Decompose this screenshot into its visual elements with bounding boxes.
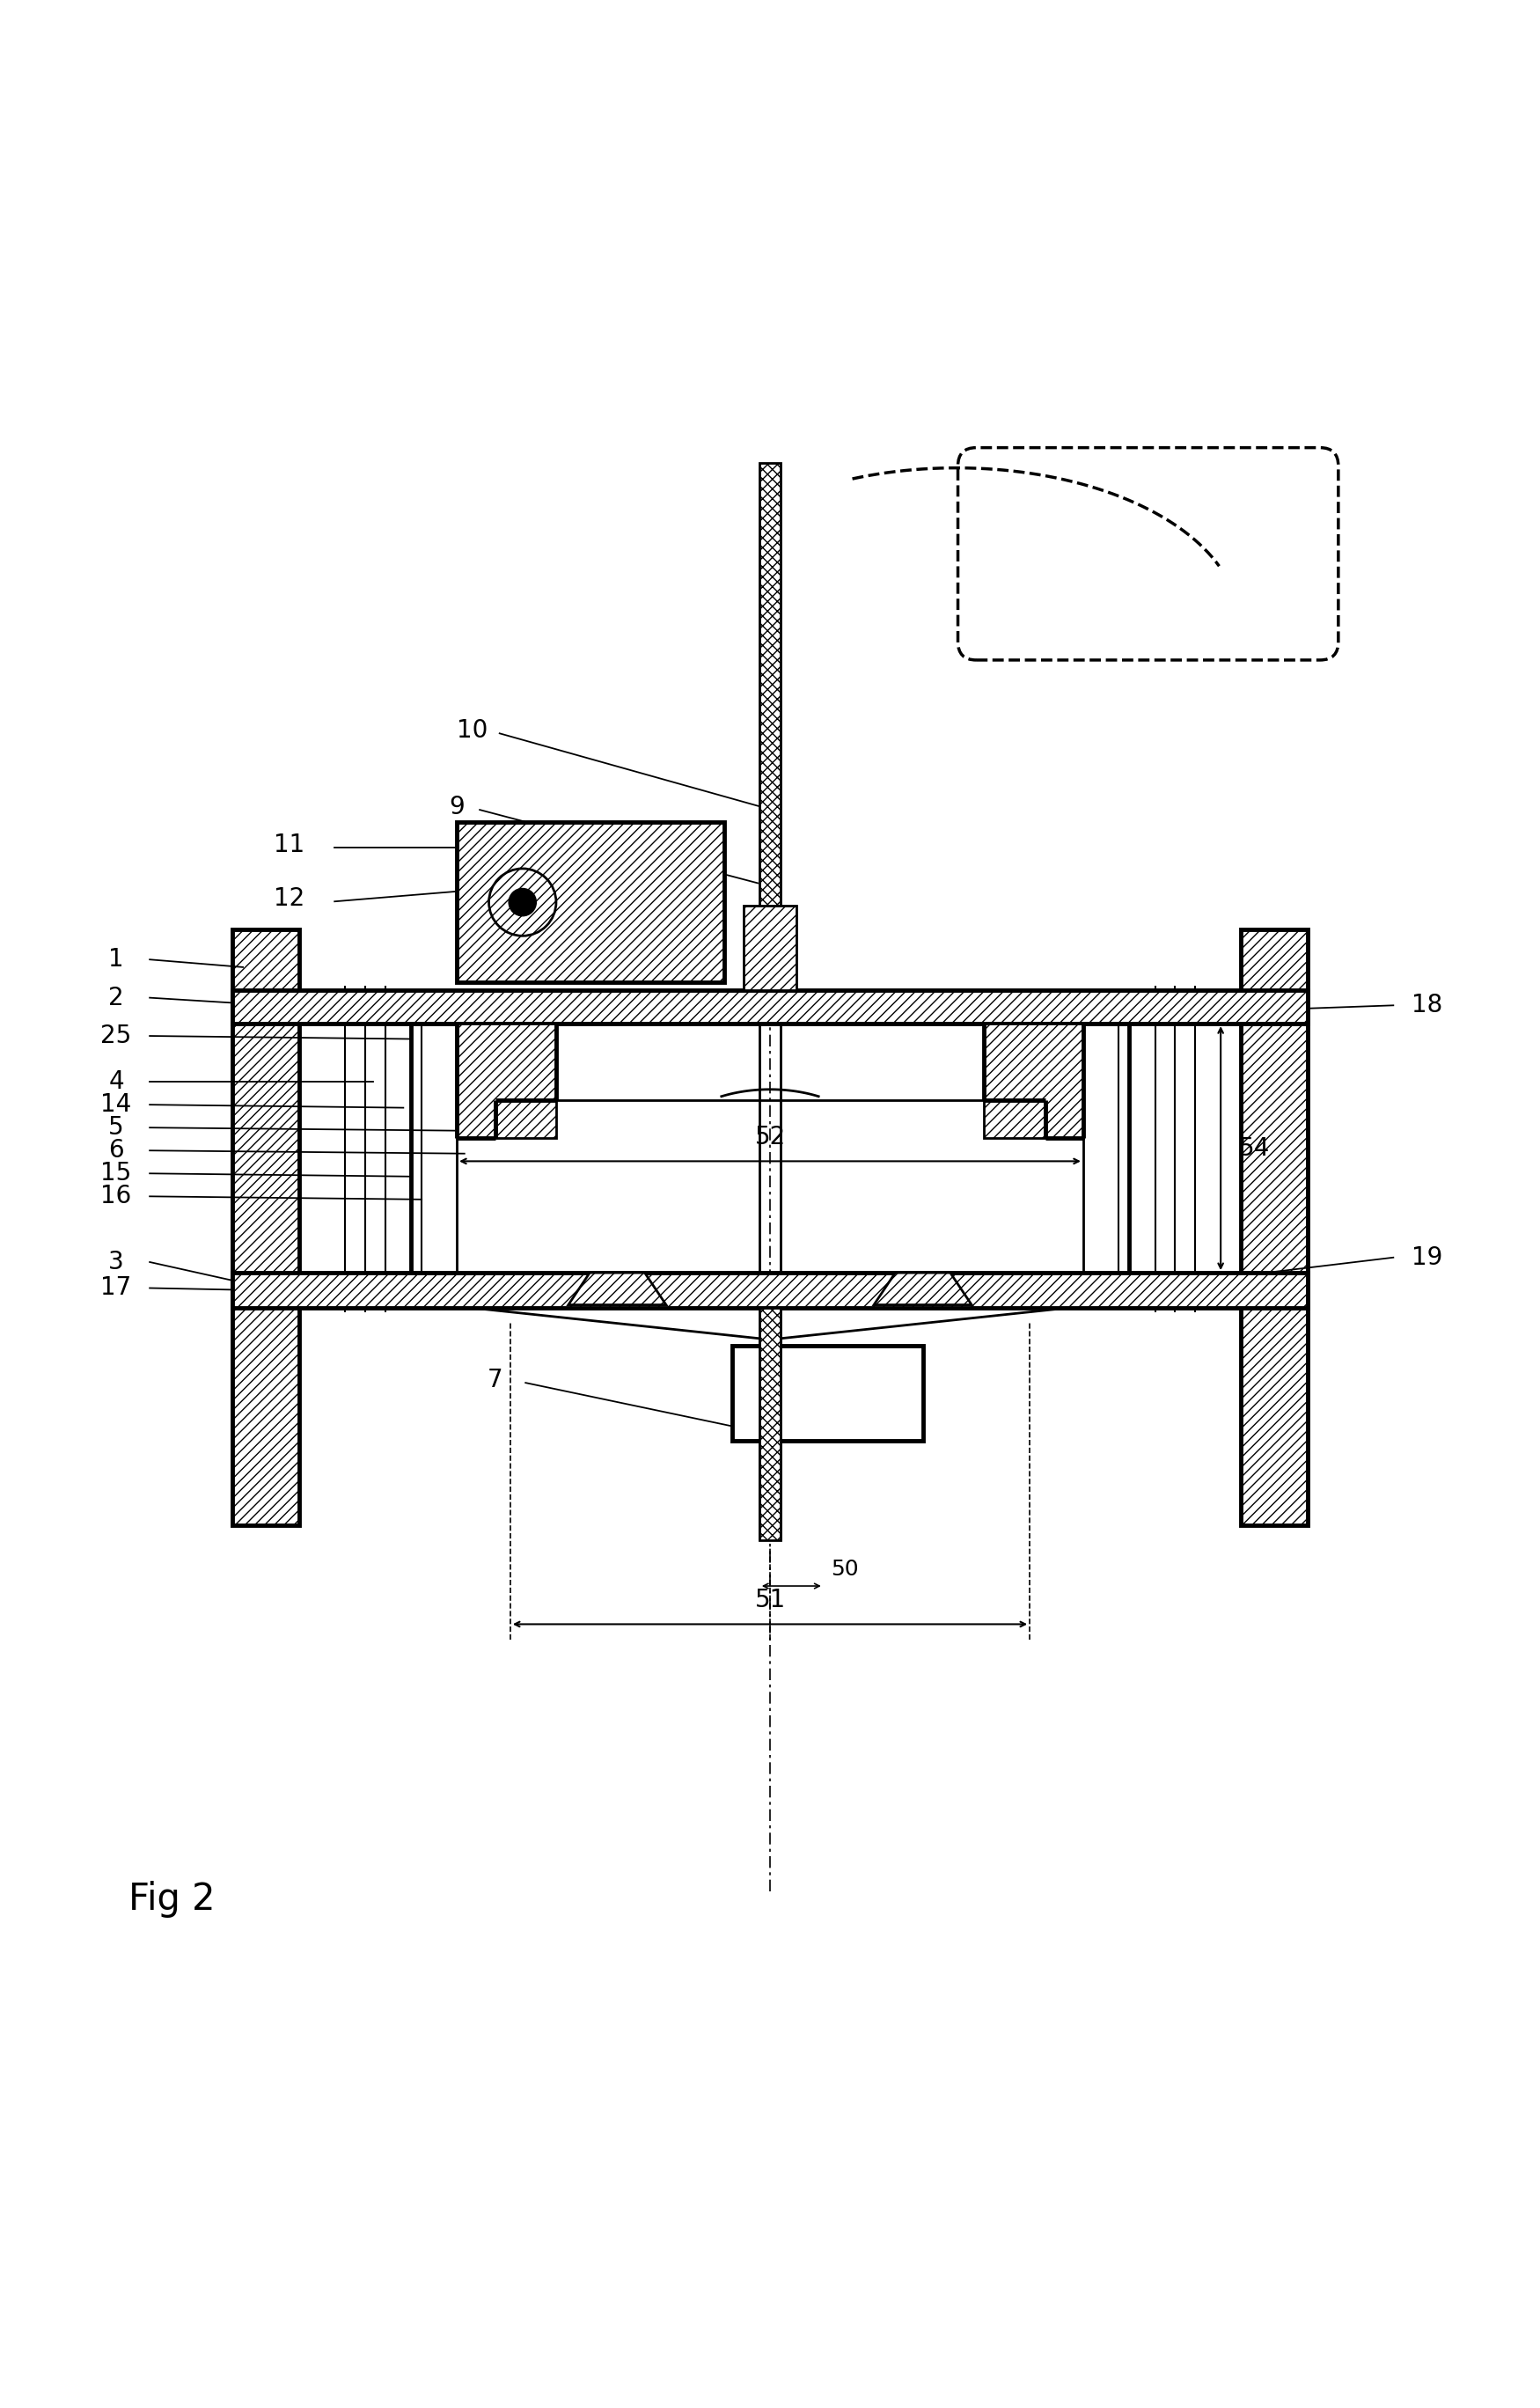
Text: 25: 25 — [100, 1023, 131, 1047]
Text: 12: 12 — [274, 886, 305, 910]
Polygon shape — [873, 1274, 972, 1305]
Text: 17: 17 — [100, 1276, 131, 1300]
Text: 6: 6 — [108, 1139, 123, 1163]
Circle shape — [508, 889, 536, 915]
Text: 52: 52 — [755, 1125, 785, 1149]
Text: 15: 15 — [100, 1161, 131, 1185]
Polygon shape — [568, 1274, 667, 1305]
Text: 19: 19 — [1411, 1245, 1443, 1269]
Text: 5: 5 — [108, 1115, 123, 1139]
Bar — [457, 1023, 556, 1139]
Text: Fig 2: Fig 2 — [128, 1881, 216, 1917]
Bar — [233, 929, 299, 1524]
Text: 16: 16 — [100, 1185, 131, 1209]
FancyBboxPatch shape — [958, 448, 1338, 660]
Text: 4: 4 — [108, 1069, 123, 1093]
Text: 3: 3 — [108, 1250, 123, 1274]
Bar — [457, 821, 724, 982]
Bar — [984, 1023, 1083, 1139]
Bar — [233, 990, 1307, 1023]
Text: 9: 9 — [450, 795, 465, 819]
Text: 10: 10 — [457, 718, 488, 742]
Text: 2: 2 — [108, 985, 123, 1009]
Text: 1: 1 — [108, 946, 123, 973]
Bar — [732, 1346, 922, 1440]
Text: 18: 18 — [1412, 992, 1443, 1019]
Bar — [1241, 929, 1307, 1524]
Bar — [759, 1308, 781, 1541]
Bar — [759, 462, 781, 990]
Text: 50: 50 — [832, 1558, 859, 1580]
Text: 13: 13 — [1127, 539, 1169, 568]
Text: 8: 8 — [818, 1380, 836, 1409]
Bar — [744, 905, 796, 990]
Text: 11: 11 — [274, 833, 305, 857]
Text: 51: 51 — [755, 1587, 785, 1611]
Bar — [233, 1274, 1307, 1308]
Text: 14: 14 — [100, 1093, 131, 1117]
Text: 7: 7 — [487, 1368, 504, 1392]
Text: 54: 54 — [1240, 1137, 1270, 1161]
